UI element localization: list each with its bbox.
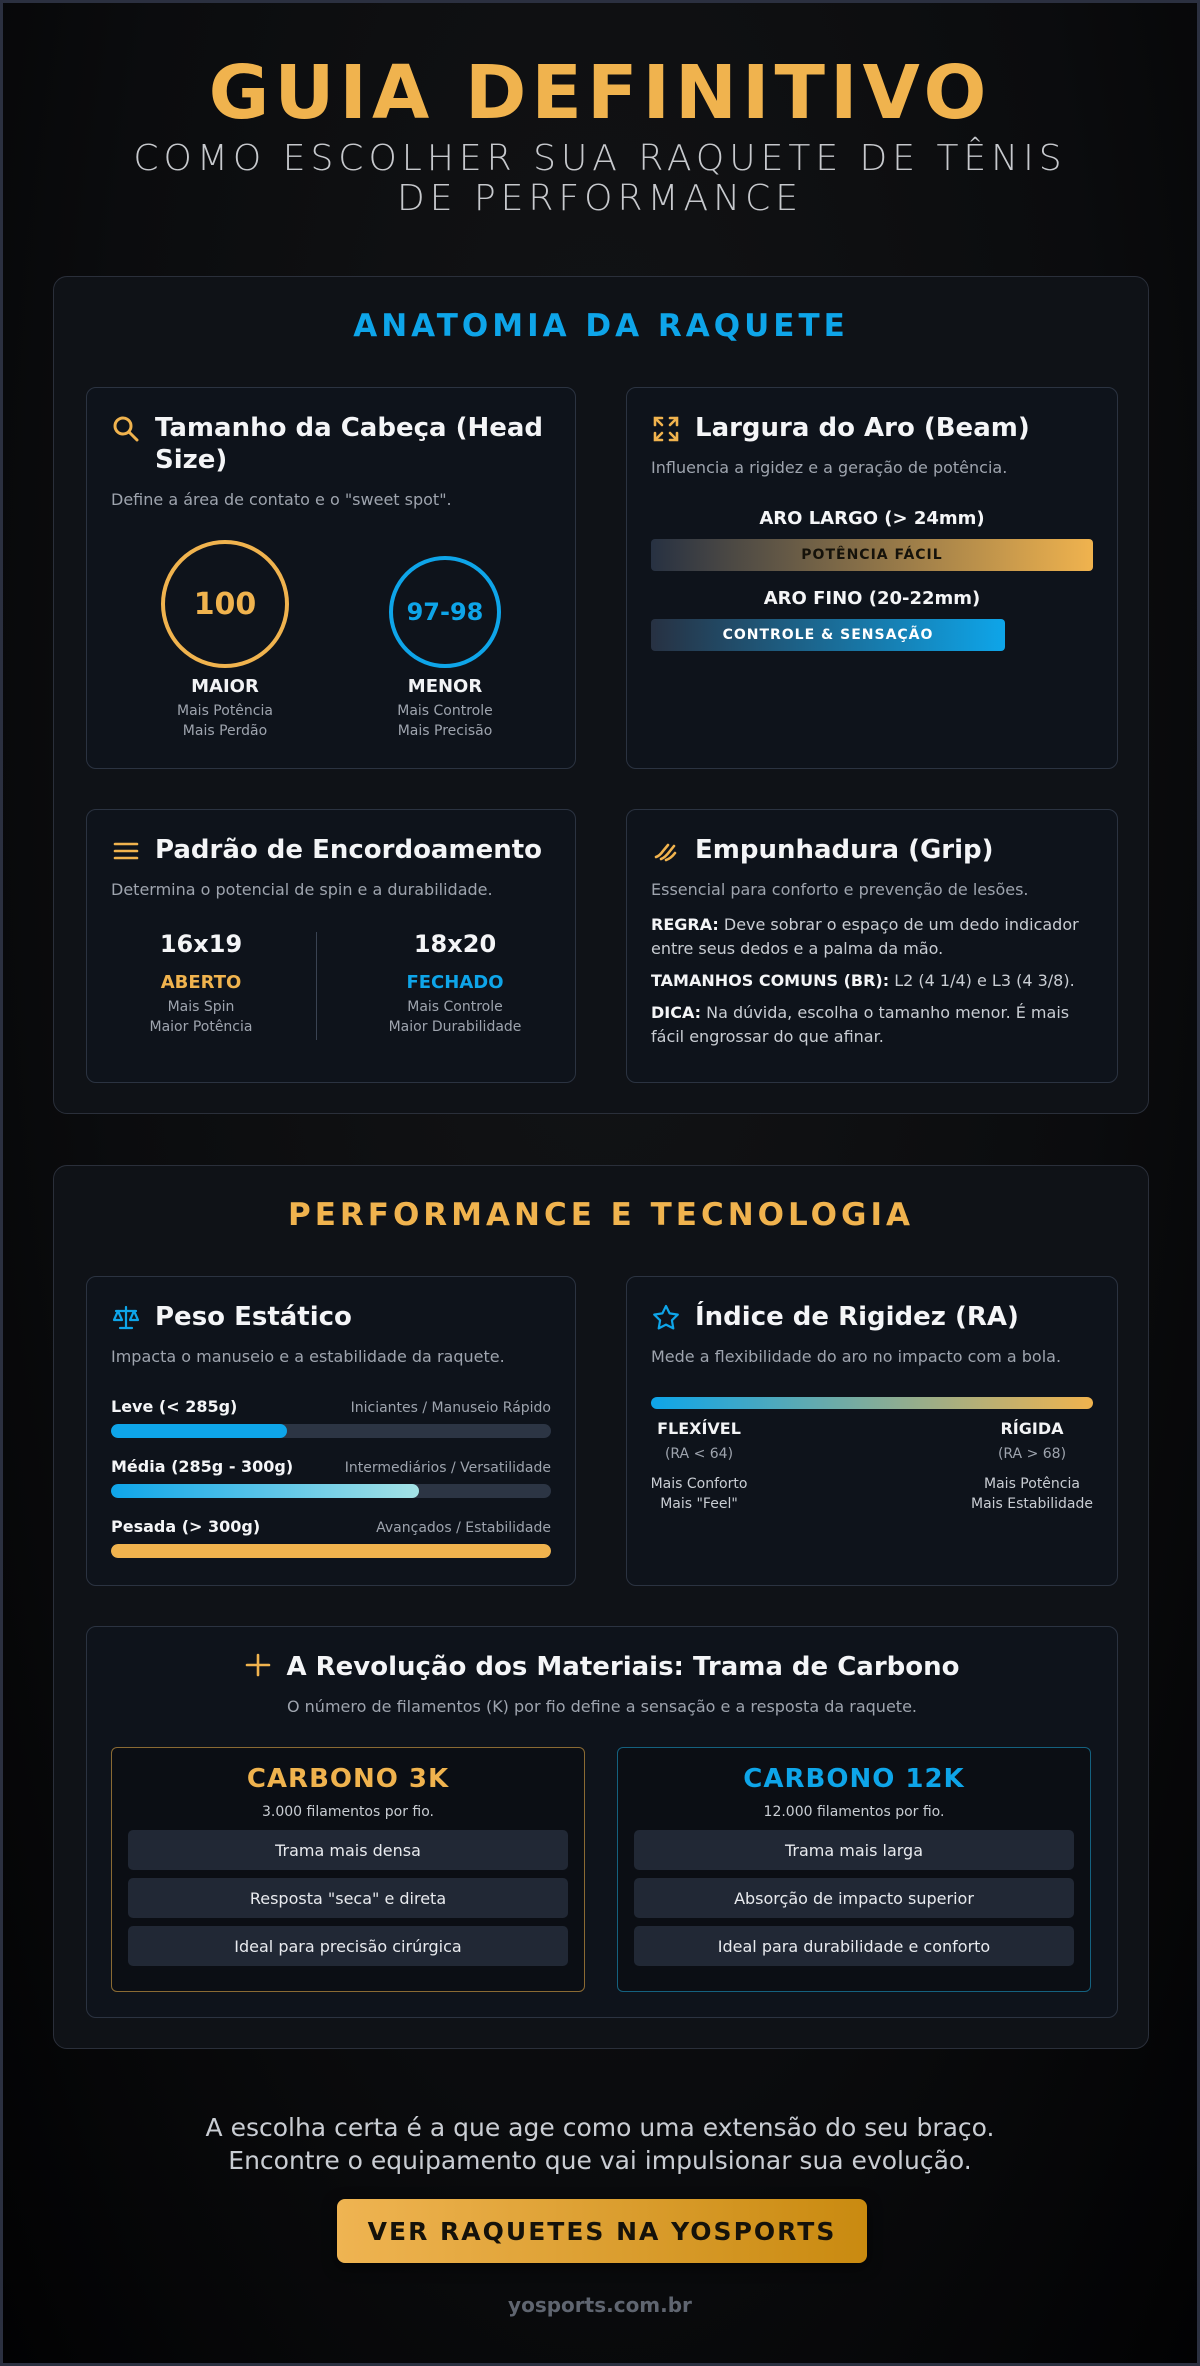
grip-desc: Essencial para conforto e prevenção de l… (651, 880, 1029, 899)
stiffness-gradient-bar (651, 1397, 1093, 1409)
menu-lines-icon (111, 836, 141, 866)
carbon-12k-sub: 12.000 filamentos por fio. (763, 1804, 945, 1820)
head-size-big-circle: 100 (161, 540, 289, 668)
beam-title: Largura do Aro (Beam) (695, 413, 1030, 443)
weight-desc: Impacta o manuseio e a estabilidade da r… (111, 1347, 505, 1366)
carbon-12k-box: CARBONO 12K 12.000 filamentos por fio. T… (617, 1747, 1091, 1992)
beam-wide-row: ARO LARGO (> 24mm) POTÊNCIA FÁCIL (651, 508, 1093, 571)
string-open: 16x19 ABERTO Mais Spin Maior Potência (149, 930, 253, 1035)
head-size-small-circle: 97-98 (389, 556, 501, 668)
stiffness-desc: Mede a flexibilidade do aro no impacto c… (651, 1347, 1062, 1366)
materials-desc: O número de filamentos (K) por fio defin… (286, 1697, 917, 1716)
hero: GUIA DEFINITIVO COMO ESCOLHER SUA RAQUET… (3, 3, 1197, 219)
materials-title: A Revolução dos Materiais: Trama de Carb… (286, 1652, 960, 1682)
string-pattern-desc: Determina o potencial de spin e a durabi… (111, 880, 493, 899)
beam-thin-bar: CONTROLE & SENSAÇÃO (651, 619, 1005, 651)
performance-section: PERFORMANCE E TECNOLOGIA Peso Estático I… (53, 1165, 1149, 2049)
weight-fill-medium (111, 1484, 419, 1498)
weight-card: Peso Estático Impacta o manuseio e a est… (86, 1276, 576, 1586)
star-icon (651, 1303, 681, 1333)
performance-title: PERFORMANCE E TECNOLOGIA (288, 1197, 914, 1233)
closing-line-2: Encontre o equipamento que vai impulsion… (228, 2146, 972, 2175)
carbon-3k-item: Resposta "seca" e direta (128, 1878, 568, 1918)
beam-desc: Influencia a rigidez e a geração de potê… (651, 458, 1008, 477)
stiffness-flex: FLEXÍVEL (RA < 64) Mais Conforto Mais "F… (650, 1419, 748, 1512)
head-size-big-label: MAIOR Mais Potência Mais Perdão (177, 676, 273, 739)
site-link[interactable]: yosports.com.br (508, 2293, 692, 2317)
weight-title: Peso Estático (155, 1302, 352, 1332)
carbon-3k-box: CARBONO 3K 3.000 filamentos por fio. Tra… (111, 1747, 585, 1992)
closing-line-1: A escolha certa é a que age como uma ext… (205, 2113, 995, 2142)
beam-wide-bar: POTÊNCIA FÁCIL (651, 539, 1093, 571)
carbon-3k-title: CARBONO 3K (246, 1764, 450, 1794)
weight-row-heavy: Pesada (> 300g) Avançados / Estabilidade (111, 1517, 551, 1558)
beam-card: Largura do Aro (Beam) Influencia a rigid… (626, 387, 1118, 769)
weight-fill-light (111, 1424, 287, 1438)
closing-text: A escolha certa é a que age como uma ext… (3, 2111, 1197, 2177)
carbon-3k-sub: 3.000 filamentos por fio. (262, 1804, 434, 1820)
anatomy-title: ANATOMIA DA RAQUETE (353, 308, 849, 344)
carbon-12k-title: CARBONO 12K (743, 1764, 965, 1794)
beam-thin-label: ARO FINO (20-22mm) (763, 588, 981, 609)
grip-sizes: TAMANHOS COMUNS (BR): L2 (4 1/4) e L3 (4… (651, 971, 1075, 990)
hand-grip-icon (651, 836, 681, 866)
stiffness-rigid: RÍGIDA (RA > 68) Mais Potência Mais Esta… (970, 1419, 1094, 1512)
grip-card: Empunhadura (Grip) Essencial para confor… (626, 809, 1118, 1083)
head-size-small-label: MENOR Mais Controle Mais Precisão (397, 676, 493, 739)
stiffness-title: Índice de Rigidez (RA) (695, 1302, 1019, 1332)
materials-card: A Revolução dos Materiais: Trama de Carb… (86, 1626, 1118, 2018)
string-closed: 18x20 FECHADO Mais Controle Maior Durabi… (388, 930, 522, 1035)
hero-subtitle: COMO ESCOLHER SUA RAQUETE DE TÊNIS DE PE… (133, 138, 1067, 219)
plus-icon (244, 1651, 272, 1683)
grip-title: Empunhadura (Grip) (695, 835, 994, 865)
hero-title: GUIA DEFINITIVO (208, 50, 992, 136)
beam-thin-row: ARO FINO (20-22mm) CONTROLE & SENSAÇÃO (651, 588, 1093, 651)
head-size-desc: Define a área de contato e o "sweet spot… (111, 490, 452, 509)
search-icon (111, 414, 141, 444)
weight-row-light: Leve (< 285g) Iniciantes / Manuseio Rápid… (111, 1397, 551, 1438)
anatomy-section: ANATOMIA DA RAQUETE Tamanho da Cabeça (H… (53, 276, 1149, 1114)
head-size-title: Tamanho da Cabeça (Head Size) (155, 413, 544, 475)
expand-icon (651, 414, 681, 444)
cta-button[interactable]: VER RAQUETES NA YOSPORTS (337, 2199, 867, 2263)
string-pattern-card: Padrão de Encordoamento Determina o pote… (86, 809, 576, 1083)
weight-fill-heavy (111, 1544, 551, 1558)
carbon-3k-item: Trama mais densa (128, 1830, 568, 1870)
carbon-12k-item: Ideal para durabilidade e conforto (634, 1926, 1074, 1966)
grip-rule: REGRA: Deve sobrar o espaço de um dedo i… (651, 915, 1079, 958)
stiffness-card: Índice de Rigidez (RA) Mede a flexibilid… (626, 1276, 1118, 1586)
carbon-3k-item: Ideal para precisão cirúrgica (128, 1926, 568, 1966)
grip-tip: DICA: Na dúvida, escolha o tamanho menor… (651, 1003, 1070, 1046)
weight-row-medium: Média (285g - 300g) Intermediários / Vers… (111, 1457, 551, 1498)
string-pattern-title: Padrão de Encordoamento (155, 835, 543, 865)
string-divider (316, 932, 317, 1040)
beam-wide-label: ARO LARGO (> 24mm) (759, 508, 985, 529)
carbon-12k-item: Trama mais larga (634, 1830, 1074, 1870)
scale-icon (111, 1303, 141, 1333)
carbon-12k-item: Absorção de impacto superior (634, 1878, 1074, 1918)
head-size-card: Tamanho da Cabeça (Head Size) Define a á… (86, 387, 576, 769)
